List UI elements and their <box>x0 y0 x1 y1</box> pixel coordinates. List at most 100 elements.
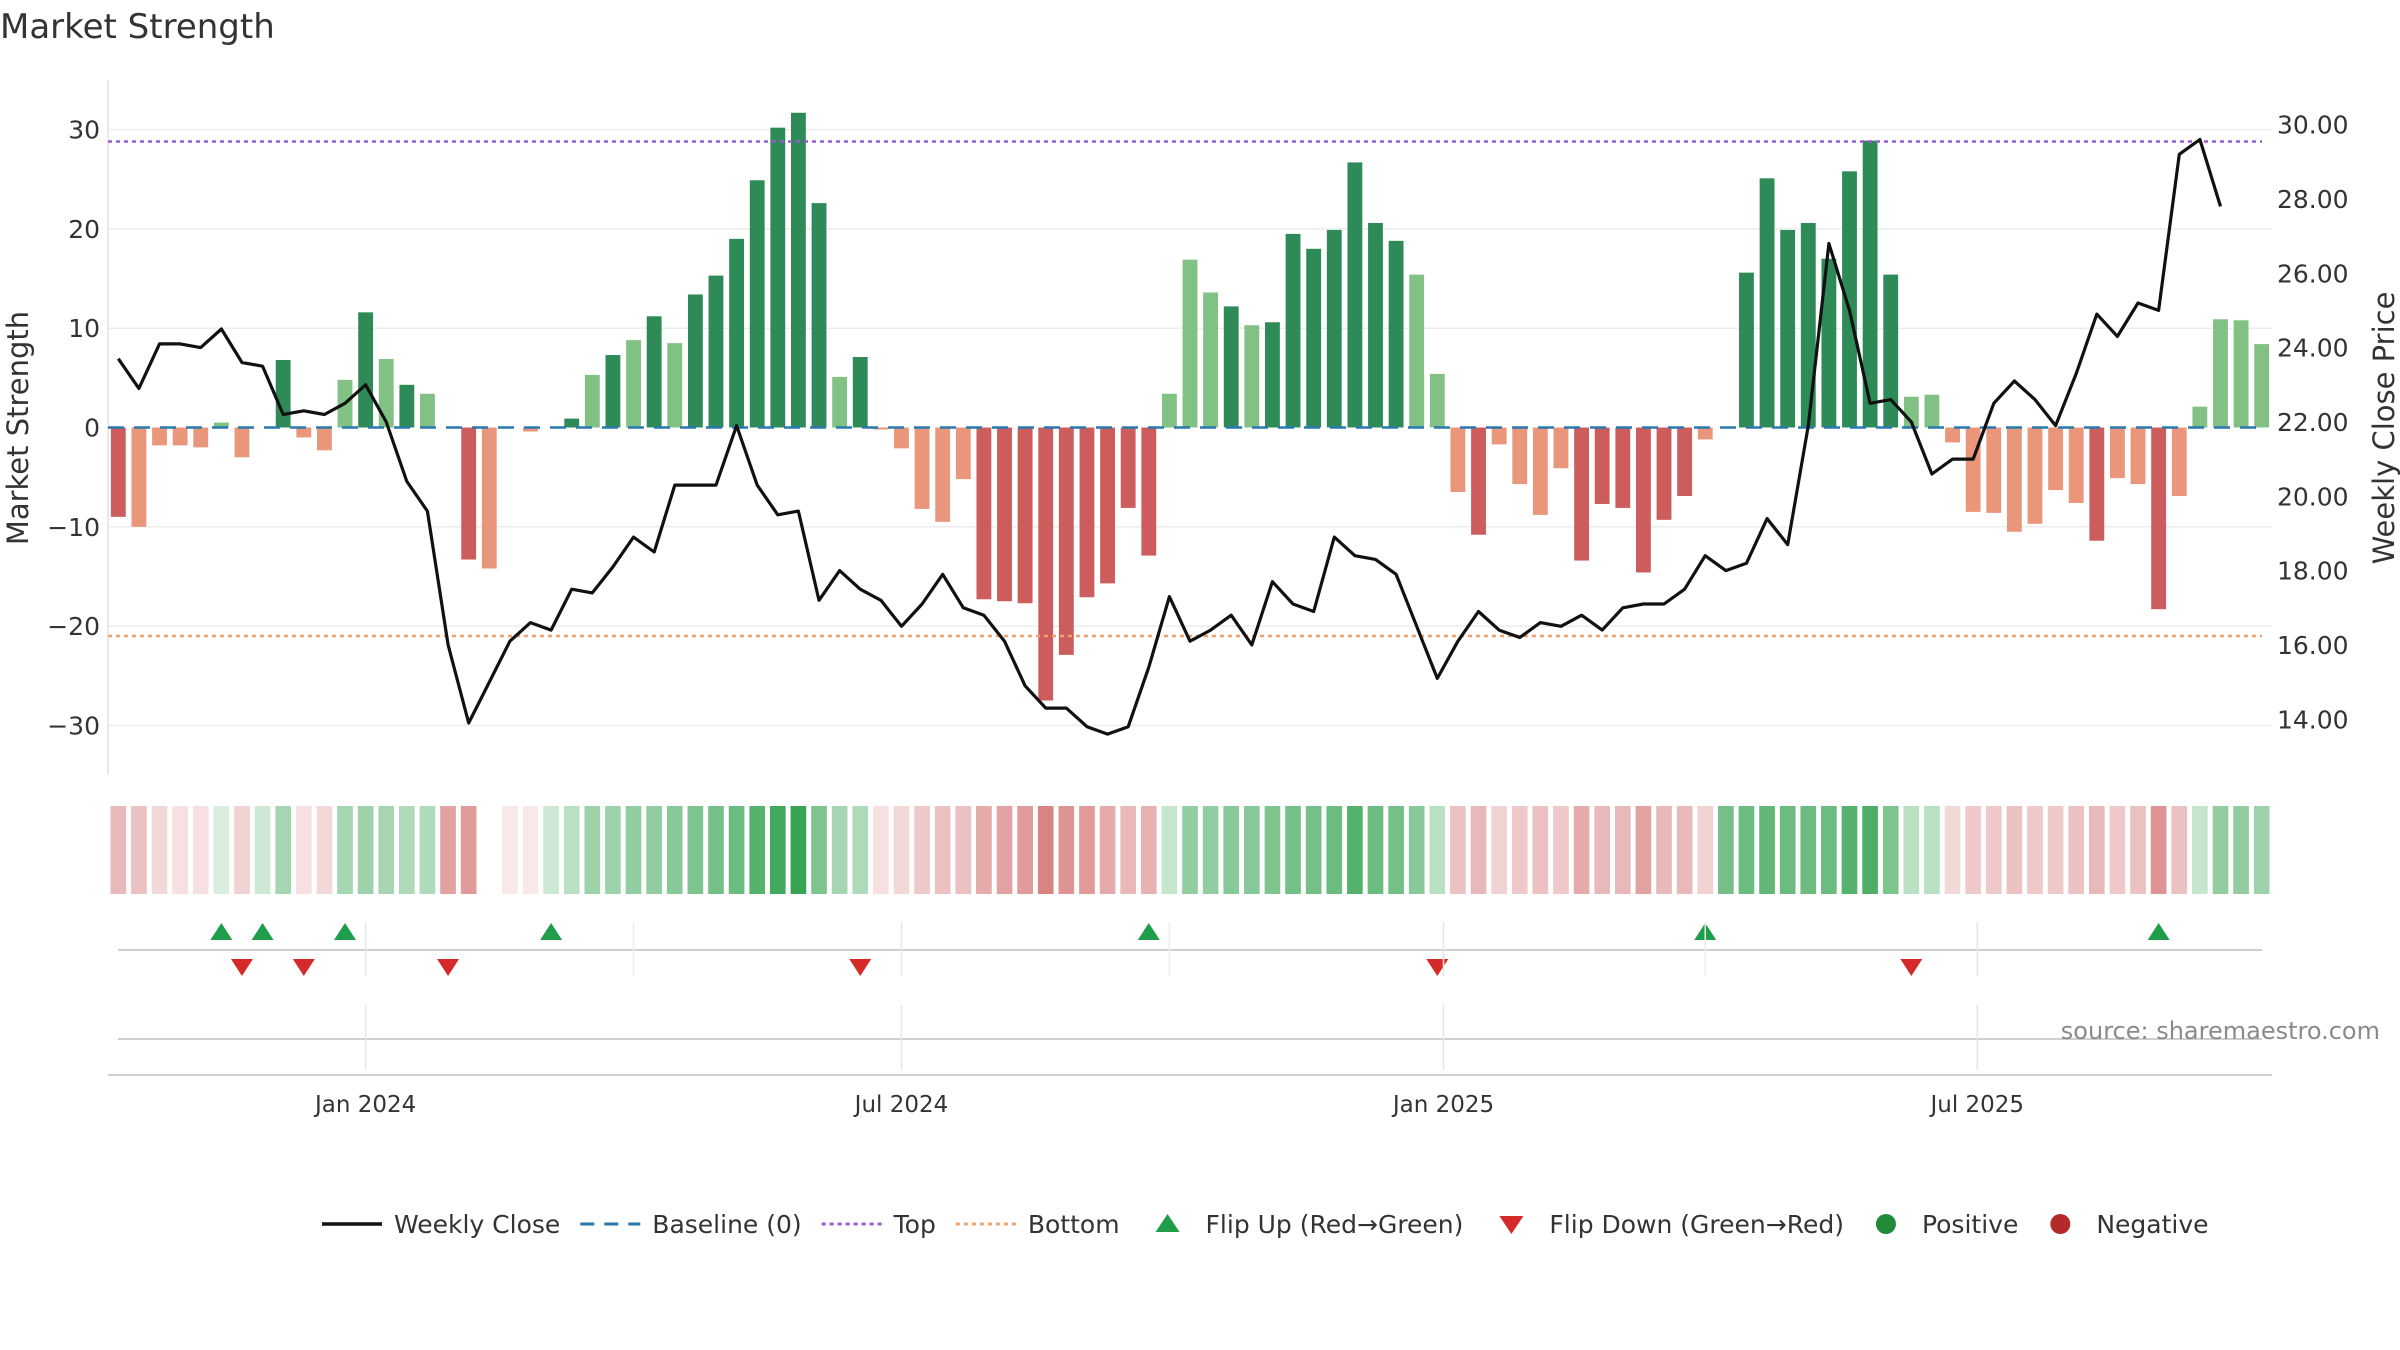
strength-bar <box>1182 259 1198 428</box>
ticker-cell <box>1388 806 1404 894</box>
strength-bar <box>1512 427 1528 485</box>
ticker-cell <box>110 806 127 894</box>
strength-bar <box>1244 325 1260 428</box>
strength-bar <box>1800 222 1816 428</box>
legend-swatch-tri-down <box>1499 1216 1524 1234</box>
ticker-cell <box>1903 806 1920 894</box>
ticker-cell <box>1367 806 1384 894</box>
ticker-cell <box>728 806 745 894</box>
ticker-cell <box>2212 806 2229 894</box>
flip-down-marker <box>1900 959 1923 976</box>
legend-item: Flip Up (Red→Green) <box>1155 1210 1464 1239</box>
ticker-cell <box>2006 806 2023 894</box>
strength-bar <box>110 427 126 517</box>
strength-bar <box>976 427 992 600</box>
y-tick-label: 0 <box>84 414 100 443</box>
strength-bar <box>832 376 848 428</box>
ticker-cell <box>1243 806 1260 894</box>
ticker-cell <box>2233 806 2249 894</box>
ticker-cell <box>1491 806 1507 894</box>
strength-bar <box>2213 319 2228 428</box>
flip-up-marker <box>2147 923 2170 940</box>
ticker-cell <box>1202 806 1219 894</box>
flip-down-marker <box>437 959 460 976</box>
ticker-cell <box>749 806 766 894</box>
strength-bar <box>316 427 332 451</box>
strength-bar <box>564 418 580 428</box>
strength-bar <box>997 427 1012 602</box>
ticker-cell <box>543 806 559 894</box>
strength-bar <box>1368 222 1383 428</box>
strength-bar <box>1615 427 1631 508</box>
strength-bar <box>1306 248 1322 428</box>
y-tick-label: −30 <box>47 711 100 740</box>
ticker-cell <box>831 806 848 894</box>
ticker-cell <box>1614 806 1631 894</box>
strength-bar <box>193 427 209 448</box>
legend-label: Flip Up (Red→Green) <box>1206 1210 1464 1239</box>
ticker-cell <box>151 806 168 894</box>
strength-bar <box>1656 427 1672 520</box>
strength-bar <box>667 343 683 428</box>
strength-bar <box>708 275 724 428</box>
flip-down-marker <box>849 959 872 976</box>
legend-item: Weekly Close <box>322 1210 560 1239</box>
strength-bar <box>1347 162 1363 428</box>
strength-bar <box>420 393 435 428</box>
chart-title: Market Strength <box>0 7 275 47</box>
strength-bar <box>1780 229 1796 428</box>
strength-bar <box>914 427 930 509</box>
strength-bar <box>131 427 147 527</box>
strength-bar <box>523 427 538 432</box>
strength-bar <box>1161 393 1177 428</box>
ticker-cell <box>419 806 436 894</box>
legend-item: Baseline (0) <box>580 1210 802 1239</box>
ticker-cell <box>1594 806 1611 894</box>
flip-down-marker <box>1426 959 1449 976</box>
strength-bar <box>358 312 374 428</box>
ticker-cell <box>976 806 992 894</box>
chart-legend: Weekly Close Baseline (0) Top Bottom Flip Up… <box>322 1210 2209 1239</box>
ticker-cell <box>460 806 477 894</box>
strength-bar <box>1223 306 1239 428</box>
strength-bar <box>1079 427 1095 598</box>
ticker-cell <box>481 806 497 894</box>
legend-label: Top <box>893 1210 936 1239</box>
strength-bar <box>2151 427 2167 610</box>
strength-bar <box>152 427 167 446</box>
ticker-cell <box>1573 806 1590 894</box>
y2-tick-label: 30.00 <box>2277 111 2349 140</box>
ticker-cell <box>2171 806 2188 894</box>
ticker-cell <box>295 806 312 894</box>
ticker-cell <box>852 806 869 894</box>
strength-bar <box>1491 427 1507 445</box>
ticker-cell <box>234 806 250 894</box>
ticker-cell <box>1120 806 1137 894</box>
y-axis-label: Market Strength <box>1 311 35 545</box>
ticker-cell <box>1161 806 1178 894</box>
ticker-cell <box>1697 806 1714 894</box>
legend-swatch-circle <box>1875 1214 1896 1234</box>
flip-up-marker <box>251 923 274 940</box>
ticker-cell <box>1470 806 1487 894</box>
ticker-cell <box>502 806 518 894</box>
strength-bar <box>1120 427 1136 508</box>
ticker-cell <box>2150 806 2167 894</box>
y-tick-label: −10 <box>47 513 100 542</box>
ticker-cell <box>2068 806 2085 894</box>
ticker-cell <box>1099 806 1116 894</box>
ticker-cell <box>1450 806 1466 894</box>
ticker-cell <box>316 806 333 894</box>
strength-bar <box>378 358 394 428</box>
strength-bar <box>2254 344 2270 428</box>
strength-bar <box>770 127 786 428</box>
y2-tick-label: 14.00 <box>2277 705 2349 734</box>
ticker-cell <box>811 806 827 894</box>
strength-bar <box>481 427 497 569</box>
strength-bar <box>2171 427 2187 497</box>
y2-tick-label: 22.00 <box>2277 408 2349 437</box>
strength-bar <box>399 384 415 428</box>
strength-bar <box>687 294 703 428</box>
strength-bar <box>1017 427 1033 604</box>
strength-bar <box>275 359 291 428</box>
